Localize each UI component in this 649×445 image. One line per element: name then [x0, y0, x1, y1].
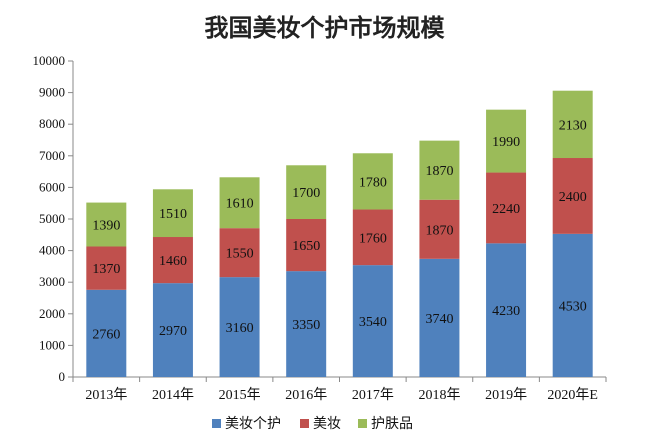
data-label: 1610 — [226, 197, 254, 212]
data-label: 3740 — [425, 312, 453, 327]
legend-label: 护肤品 — [371, 416, 413, 432]
bar-segment — [286, 219, 327, 272]
legend-swatch — [358, 419, 367, 428]
bar-segment — [552, 158, 593, 234]
y-axis: 0 1000 2000 3000 4000 5000 6000 7000 8000 9000 100… — [33, 53, 74, 384]
data-label: 1510 — [159, 207, 187, 222]
bar-segment — [352, 209, 393, 266]
bar-segment — [486, 109, 527, 173]
bars — [86, 90, 593, 377]
data-label: 1460 — [159, 254, 187, 269]
y-tick-label: 9000 — [39, 85, 65, 100]
data-label: 1550 — [226, 247, 254, 262]
bar-segment — [219, 177, 260, 229]
legend-swatch — [300, 419, 309, 428]
data-label: 1700 — [292, 186, 320, 201]
data-label: 1870 — [425, 164, 453, 179]
data-label: 2970 — [159, 324, 187, 339]
x-tick-label: 2017年 — [352, 387, 394, 403]
x-tick-label: 2016年 — [285, 387, 327, 403]
data-label: 1650 — [292, 239, 320, 254]
bar-segment — [219, 228, 260, 278]
data-labels: 2760 1370 1390 2970 1460 1510 3160 1550 1610 3350… — [92, 118, 586, 342]
y-tick-label: 7000 — [39, 148, 65, 163]
data-label: 3350 — [292, 318, 320, 333]
data-label: 1990 — [492, 135, 520, 150]
y-tick-label: 2000 — [39, 306, 65, 321]
legend-label: 美妆个护 — [225, 416, 281, 432]
x-tick-label: 2015年 — [219, 387, 261, 403]
data-label: 1780 — [359, 175, 387, 190]
bar-segment — [486, 243, 527, 377]
data-label: 4230 — [492, 304, 520, 319]
bar-segment — [86, 202, 127, 247]
y-tick-label: 4000 — [39, 243, 65, 258]
bar-segment — [86, 289, 127, 377]
bar-segment — [286, 165, 327, 219]
bar-segment — [86, 246, 127, 290]
bar-segment — [352, 153, 393, 210]
bar-segment — [152, 189, 193, 238]
legend-label: 美妆 — [313, 416, 341, 432]
bar-segment — [552, 90, 593, 159]
data-label: 1870 — [425, 223, 453, 238]
x-tick-label: 2019年 — [485, 387, 527, 403]
data-label: 2130 — [559, 118, 587, 133]
bar-segment — [486, 172, 527, 244]
chart-title: 我国美妆个护市场规模 — [204, 14, 445, 42]
y-tick-label: 0 — [59, 369, 66, 384]
data-label: 3160 — [226, 321, 254, 336]
bar-segment — [152, 283, 193, 377]
legend-swatch — [212, 419, 221, 428]
y-tick-label: 10000 — [33, 53, 66, 68]
data-label: 2240 — [492, 202, 520, 217]
y-tick-label: 8000 — [39, 116, 65, 131]
data-label: 2400 — [559, 190, 587, 205]
legend: 美妆个护 美妆 护肤品 — [212, 416, 413, 432]
data-label: 1370 — [92, 262, 120, 277]
bar-segment — [286, 271, 327, 377]
bar-segment — [419, 258, 460, 377]
x-tick-label: 2018年 — [418, 387, 460, 403]
y-tick-label: 1000 — [39, 337, 65, 352]
x-tick-label: 2014年 — [152, 387, 194, 403]
data-label: 1390 — [92, 219, 120, 234]
bar-segment — [552, 233, 593, 377]
x-tick-label: 2020年E — [547, 387, 598, 403]
data-label: 2760 — [92, 327, 120, 342]
y-tick-label: 3000 — [39, 274, 65, 289]
data-label: 3540 — [359, 315, 387, 330]
bar-segment — [152, 237, 193, 284]
bar-segment — [352, 265, 393, 377]
data-label: 4530 — [559, 299, 587, 314]
bar-segment — [419, 140, 460, 200]
bar-segment — [419, 199, 460, 259]
y-tick-label: 6000 — [39, 179, 65, 194]
data-label: 1760 — [359, 231, 387, 246]
bar-segment — [219, 277, 260, 377]
x-tick-label: 2013年 — [85, 387, 127, 403]
x-axis: 2013年 2014年 2015年 2016年 2017年 2018年 2019年 2020年… — [72, 376, 607, 403]
y-tick-label: 5000 — [39, 211, 65, 226]
